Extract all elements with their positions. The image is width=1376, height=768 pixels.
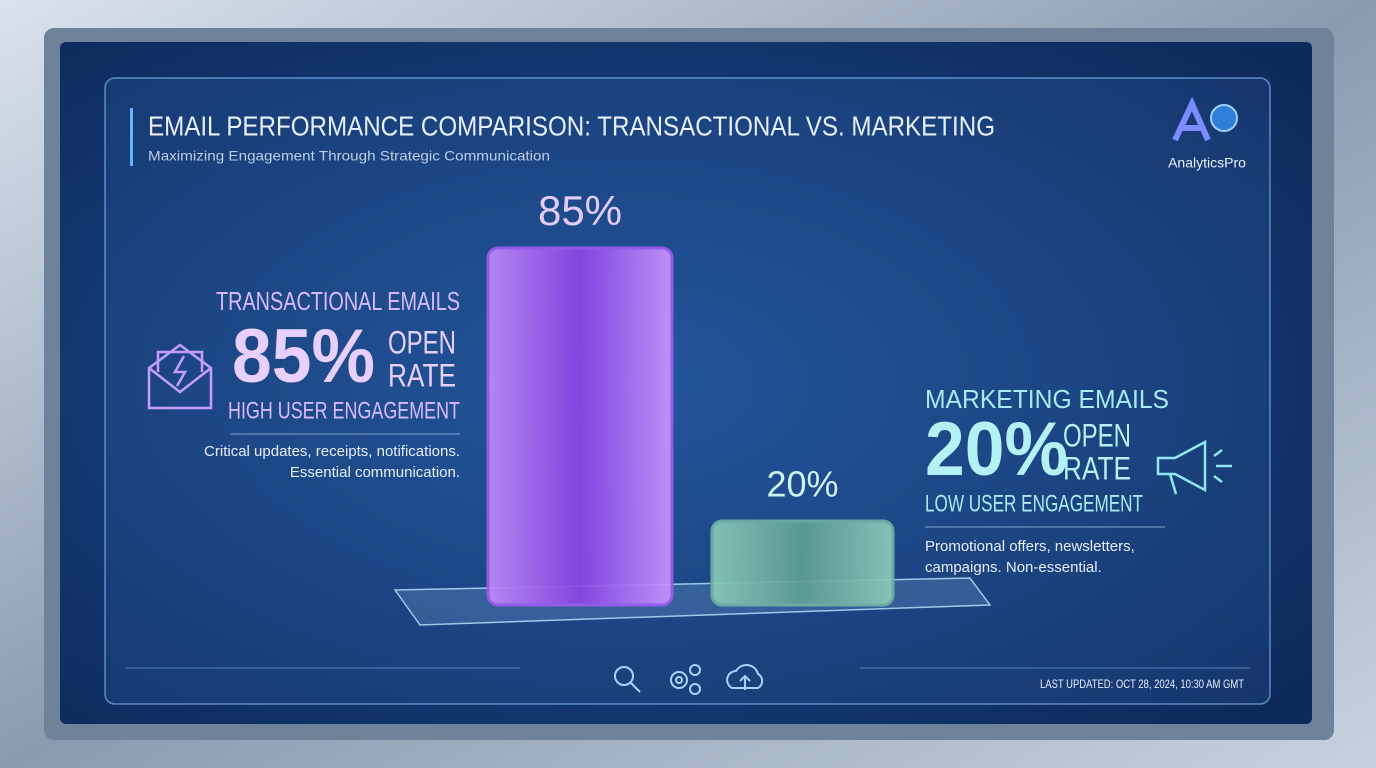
panel-stat-label: OPEN [1063,417,1131,453]
logo-globe [1210,104,1238,132]
panel-engagement: HIGH USER ENGAGEMENT [228,397,460,424]
screen [60,42,1312,724]
value-label: 20% [766,464,838,505]
value-label: 85% [538,187,622,234]
search-icon[interactable] [614,666,641,693]
brand: AnalyticsPro [1168,155,1246,171]
settings-icon[interactable] [670,664,701,695]
last-updated: LAST UPDATED: OCT 28, 2024, 10:30 AM GMT [1040,677,1245,691]
panel-description: Essential communication. [290,464,460,481]
panel-stat-label: RATE [388,357,456,393]
subtitle: Maximizing Engagement Through Strategic … [148,148,550,164]
logo: AnalyticsPro [1168,96,1246,171]
title: EMAIL PERFORMANCE COMPARISON: TRANSACTIO… [148,110,995,141]
panel-description: Critical updates, receipts, notification… [204,443,460,460]
panel-stat: 20% [925,407,1068,492]
title-accent [130,108,133,166]
megaphone-icon [1156,439,1232,495]
upload-icon[interactable] [726,664,764,690]
bar [486,246,674,607]
panel-description: Promotional offers, newsletters, [925,538,1135,555]
panel-stat-label: OPEN [388,324,456,360]
panel-title: MARKETING EMAILS [925,384,1169,414]
panel-title: TRANSACTIONAL EMAILS [216,286,460,316]
envelope-icon [147,343,213,410]
glass-panel [104,77,1271,705]
panel-stat: 85% [232,314,375,399]
panel-engagement: LOW USER ENGAGEMENT [925,490,1143,517]
panel-stat-label: RATE [1063,450,1131,486]
bar [710,519,895,607]
panel-description: campaigns. Non-essential. [925,559,1102,576]
logo-mark [1172,96,1211,142]
